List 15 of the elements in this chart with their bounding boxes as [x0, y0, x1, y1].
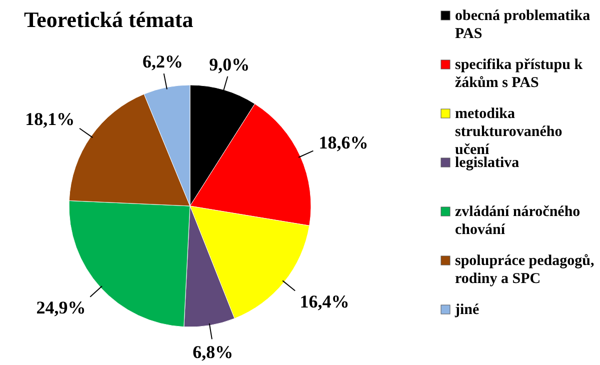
data-label: 24,9% — [36, 298, 86, 318]
legend-label: jiné — [454, 302, 480, 318]
data-label: 18,1% — [25, 108, 75, 129]
legend-label: legislativa — [455, 155, 520, 171]
legend-label: specifika přístupu k žákům s PAS — [455, 57, 584, 91]
data-label: 6,2% — [142, 52, 183, 72]
legend-label: spolupráce pedagogů, rodiny a SPC — [455, 253, 594, 287]
chart-title: Teoretická témata — [24, 7, 194, 32]
data-label: 18,6% — [318, 132, 368, 152]
data-label: 6,8% — [192, 342, 234, 362]
legend-label: obecná problematika PAS — [455, 8, 591, 42]
data-label: 9,0% — [209, 54, 250, 75]
legend-label: zvládání náročného chování — [455, 204, 580, 238]
legend-label: metodika strukturovaného učení — [455, 106, 562, 158]
data-label: 16,4% — [300, 291, 350, 312]
